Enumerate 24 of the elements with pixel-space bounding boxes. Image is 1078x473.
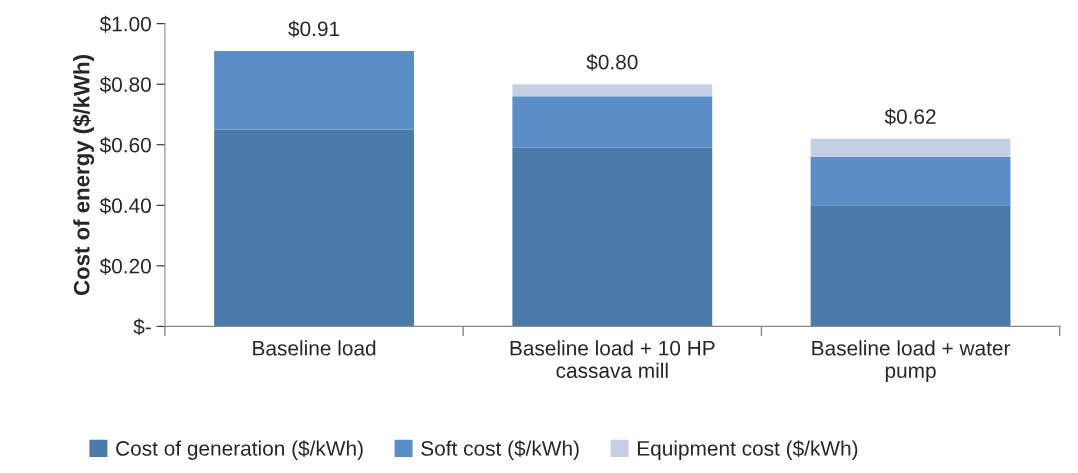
x-tick-label: Baseline load + water pump — [812, 340, 1011, 383]
y-tick-label: $0.60 — [99, 136, 151, 154]
bar — [810, 138, 1011, 157]
y-axis-title: Cost of energy ($/kWh) — [72, 55, 95, 296]
total-label: $0.91 — [288, 20, 340, 38]
bar — [512, 84, 713, 97]
bar — [810, 156, 1011, 206]
bar — [214, 50, 414, 130]
bar — [214, 129, 414, 327]
legend-label: Cost of generation ($/kWh) — [116, 440, 363, 460]
x-tick-label: Baseline load + 10 HP cassava mill — [510, 340, 715, 378]
x-tick-label: Baseline load — [253, 340, 376, 356]
legend-label: Equipment cost ($/kWh) — [637, 440, 858, 460]
y-tick-label: $0.20 — [99, 257, 151, 275]
total-label: $0.62 — [884, 108, 936, 126]
bar — [810, 205, 1011, 327]
y-tick-label: $- — [133, 318, 151, 336]
y-tick-label: $0.40 — [99, 197, 151, 215]
bar — [512, 96, 713, 148]
y-tick-label: $1.00 — [99, 15, 151, 33]
total-label: $0.80 — [586, 53, 638, 71]
y-tick-label: $0.80 — [99, 76, 151, 94]
bar — [512, 147, 713, 327]
legend-label: Soft cost ($/kWh) — [421, 440, 579, 460]
